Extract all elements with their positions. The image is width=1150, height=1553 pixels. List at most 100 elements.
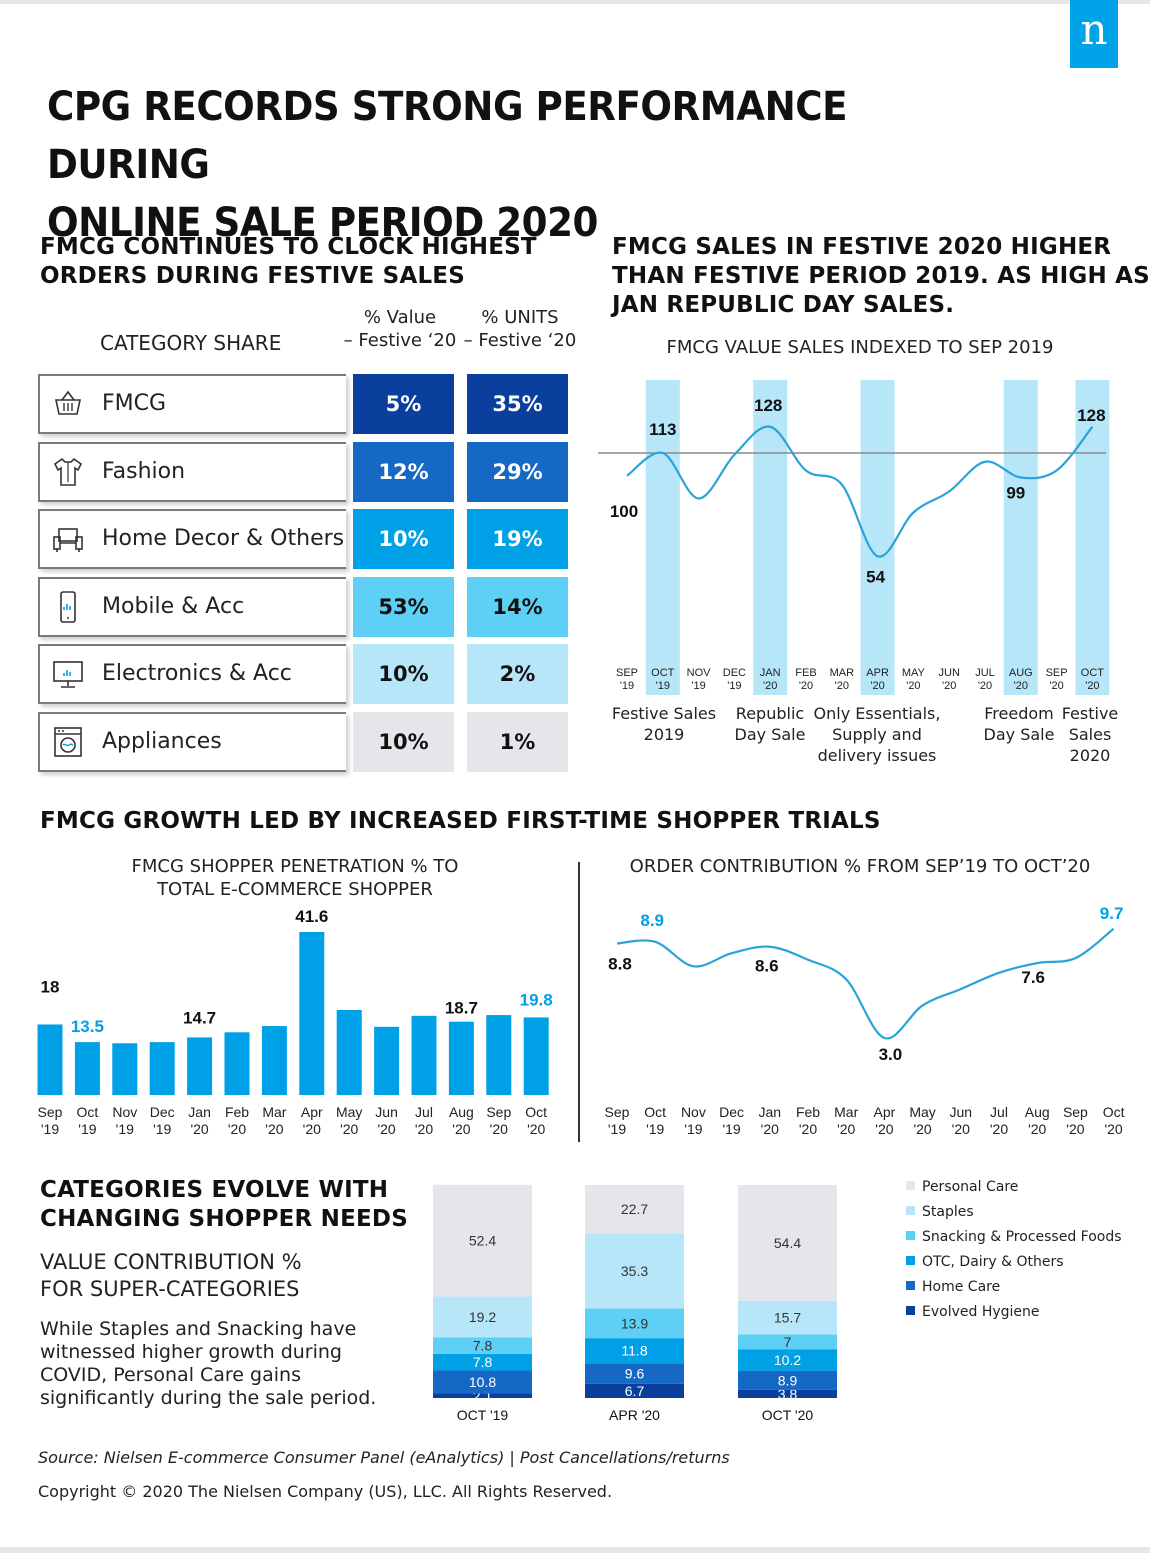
index-data-label: 54 bbox=[866, 567, 885, 586]
legend-swatch bbox=[906, 1306, 915, 1315]
legend-label: Home Care bbox=[922, 1279, 1001, 1295]
index-x-tick-label: JUL bbox=[975, 667, 995, 679]
index-caption-line: 2019 bbox=[643, 725, 685, 744]
index-caption-line: Day Sale bbox=[983, 725, 1055, 744]
legend-label: OTC, Dairy & Others bbox=[922, 1254, 1064, 1270]
index-x-tick-label: NOV bbox=[687, 667, 712, 679]
penetration-data-label: 19.8 bbox=[520, 990, 553, 1009]
penetration-x-tick-label: Sep bbox=[486, 1104, 511, 1120]
penetration-bar bbox=[224, 1032, 250, 1095]
value-share-cell: 5% bbox=[353, 374, 454, 434]
stacked-segment bbox=[585, 1233, 684, 1309]
page-title: CPG RECORDS STRONG PERFORMANCE DURING ON… bbox=[47, 78, 977, 252]
index-x-tick-label: '20 bbox=[1049, 680, 1063, 692]
category-label: Appliances bbox=[102, 728, 222, 754]
penetration-x-tick-label: '20 bbox=[377, 1121, 395, 1137]
index-caption-line: Supply and bbox=[832, 725, 922, 744]
legend-label: Snacking & Processed Foods bbox=[922, 1229, 1122, 1245]
index-caption-line: Sales bbox=[1068, 725, 1112, 744]
index-x-tick-label: SEP bbox=[616, 667, 638, 679]
penetration-bar bbox=[523, 1017, 549, 1095]
order-contribution-x-tick-label: Sep bbox=[605, 1104, 630, 1120]
order-contribution-x-tick-label: '20 bbox=[990, 1121, 1008, 1137]
category-row: Home Decor & Others bbox=[38, 509, 346, 569]
section4-title-line2: CHANGING SHOPPER NEEDS bbox=[40, 1206, 408, 1232]
index-x-tick-label: MAR bbox=[830, 667, 855, 679]
stacked-segment-label: 3.8 bbox=[778, 1386, 798, 1402]
order-contribution-line bbox=[616, 927, 1115, 1040]
index-caption-line: Festive bbox=[1061, 704, 1119, 723]
legend-swatch bbox=[906, 1181, 915, 1190]
stacked-segment-label: 9.6 bbox=[625, 1366, 645, 1382]
penetration-x-tick-label: Jan bbox=[188, 1104, 211, 1120]
penetration-bar bbox=[112, 1043, 138, 1095]
index-x-tick-label: JUN bbox=[939, 667, 960, 679]
penetration-x-tick-label: '20 bbox=[340, 1121, 358, 1137]
washing-machine-icon bbox=[52, 726, 84, 758]
stacked-segment-label: 52.4 bbox=[469, 1233, 496, 1249]
stacked-segment-label: 54.4 bbox=[774, 1235, 801, 1251]
index-data-label: 128 bbox=[754, 396, 782, 415]
order-contribution-x-tick-label: Jan bbox=[759, 1104, 782, 1120]
order-contribution-x-tick-label: Mar bbox=[834, 1104, 858, 1120]
section2-title-line1: FMCG SALES IN FESTIVE 2020 HIGHER bbox=[612, 234, 1112, 260]
section4-subtitle-line2: FOR SUPER-CATEGORIES bbox=[40, 1277, 300, 1301]
highlight-band bbox=[753, 380, 788, 695]
stacked-segment bbox=[433, 1370, 532, 1394]
category-label: Fashion bbox=[102, 458, 186, 484]
penetration-chart-title-line2: TOTAL E-COMMERCE SHOPPER bbox=[157, 879, 433, 900]
index-caption-line: Day Sale bbox=[734, 725, 806, 744]
index-x-tick-label: '20 bbox=[942, 680, 956, 692]
category-row: Appliances bbox=[38, 711, 346, 772]
legend-item: Evolved Hygiene bbox=[906, 1304, 1040, 1320]
penetration-data-label: 18.7 bbox=[445, 999, 478, 1018]
index-data-label: 99 bbox=[1006, 484, 1025, 503]
penetration-bar bbox=[448, 1021, 474, 1095]
index-x-tick-label: '20 bbox=[870, 680, 884, 692]
order-contribution-x-tick-label: '19 bbox=[646, 1121, 664, 1137]
index-caption: Festive Sales 2020 bbox=[1020, 703, 1150, 766]
penetration-x-tick-label: Mar bbox=[262, 1104, 286, 1120]
penetration-bar bbox=[187, 1037, 213, 1095]
penetration-bar bbox=[74, 1042, 100, 1095]
penetration-x-tick-label: Oct bbox=[525, 1104, 547, 1120]
order-contribution-x-tick-label: Sep bbox=[1063, 1104, 1088, 1120]
penetration-x-tick-label: '20 bbox=[490, 1121, 508, 1137]
index-x-tick-label: '19 bbox=[691, 680, 705, 692]
section4-subtitle: VALUE CONTRIBUTION % FOR SUPER-CATEGORIE… bbox=[40, 1249, 302, 1303]
index-x-tick-label: '20 bbox=[763, 680, 777, 692]
section4-title-line1: CATEGORIES EVOLVE WITH bbox=[40, 1177, 389, 1203]
penetration-bar bbox=[336, 1009, 362, 1095]
stacked-segment bbox=[585, 1185, 684, 1234]
index-x-tick-label: '19 bbox=[656, 680, 670, 692]
order-contribution-x-tick-label: '19 bbox=[684, 1121, 702, 1137]
index-caption-line: Only Essentials, bbox=[813, 704, 941, 723]
index-x-tick-label: AUG bbox=[1009, 667, 1033, 679]
order-contribution-x-tick-label: '20 bbox=[952, 1121, 970, 1137]
index-caption: Republic Day Sale bbox=[700, 703, 840, 745]
stacked-x-tick-label: APR '20 bbox=[609, 1407, 660, 1423]
value-column-header-line2: – Festive ‘20 bbox=[343, 330, 457, 351]
copyright-note: Copyright © 2020 The Nielsen Company (US… bbox=[38, 1482, 613, 1501]
order-contribution-x-tick-label: '19 bbox=[722, 1121, 740, 1137]
legend-item: Staples bbox=[906, 1204, 974, 1220]
order-contribution-data-label: 7.6 bbox=[1021, 968, 1045, 987]
category-share-label: CATEGORY SHARE bbox=[100, 331, 282, 355]
legend-swatch bbox=[906, 1256, 915, 1265]
stacked-x-tick-label: OCT '20 bbox=[762, 1407, 814, 1423]
section2-title-line2: THAN FESTIVE PERIOD 2019. AS HIGH AS bbox=[612, 263, 1150, 289]
index-x-tick-label: DEC bbox=[723, 667, 746, 679]
penetration-x-tick-label: '20 bbox=[527, 1121, 545, 1137]
stacked-segment-label: 8.9 bbox=[778, 1372, 798, 1388]
index-caption: Festive Sales 2019 bbox=[594, 703, 734, 745]
value-column-header-line1: % Value bbox=[363, 307, 437, 328]
index-x-tick-label: '19 bbox=[620, 680, 634, 692]
index-x-tick-label: FEB bbox=[795, 667, 816, 679]
order-contribution-x-tick-label: '20 bbox=[761, 1121, 779, 1137]
index-series-line bbox=[626, 425, 1094, 558]
highlight-band bbox=[645, 380, 680, 695]
category-row: FMCG bbox=[38, 374, 346, 434]
order-contribution-x-tick-label: Jun bbox=[950, 1104, 973, 1120]
section2-title-line3: JAN REPUBLIC DAY SALES. bbox=[612, 292, 955, 318]
